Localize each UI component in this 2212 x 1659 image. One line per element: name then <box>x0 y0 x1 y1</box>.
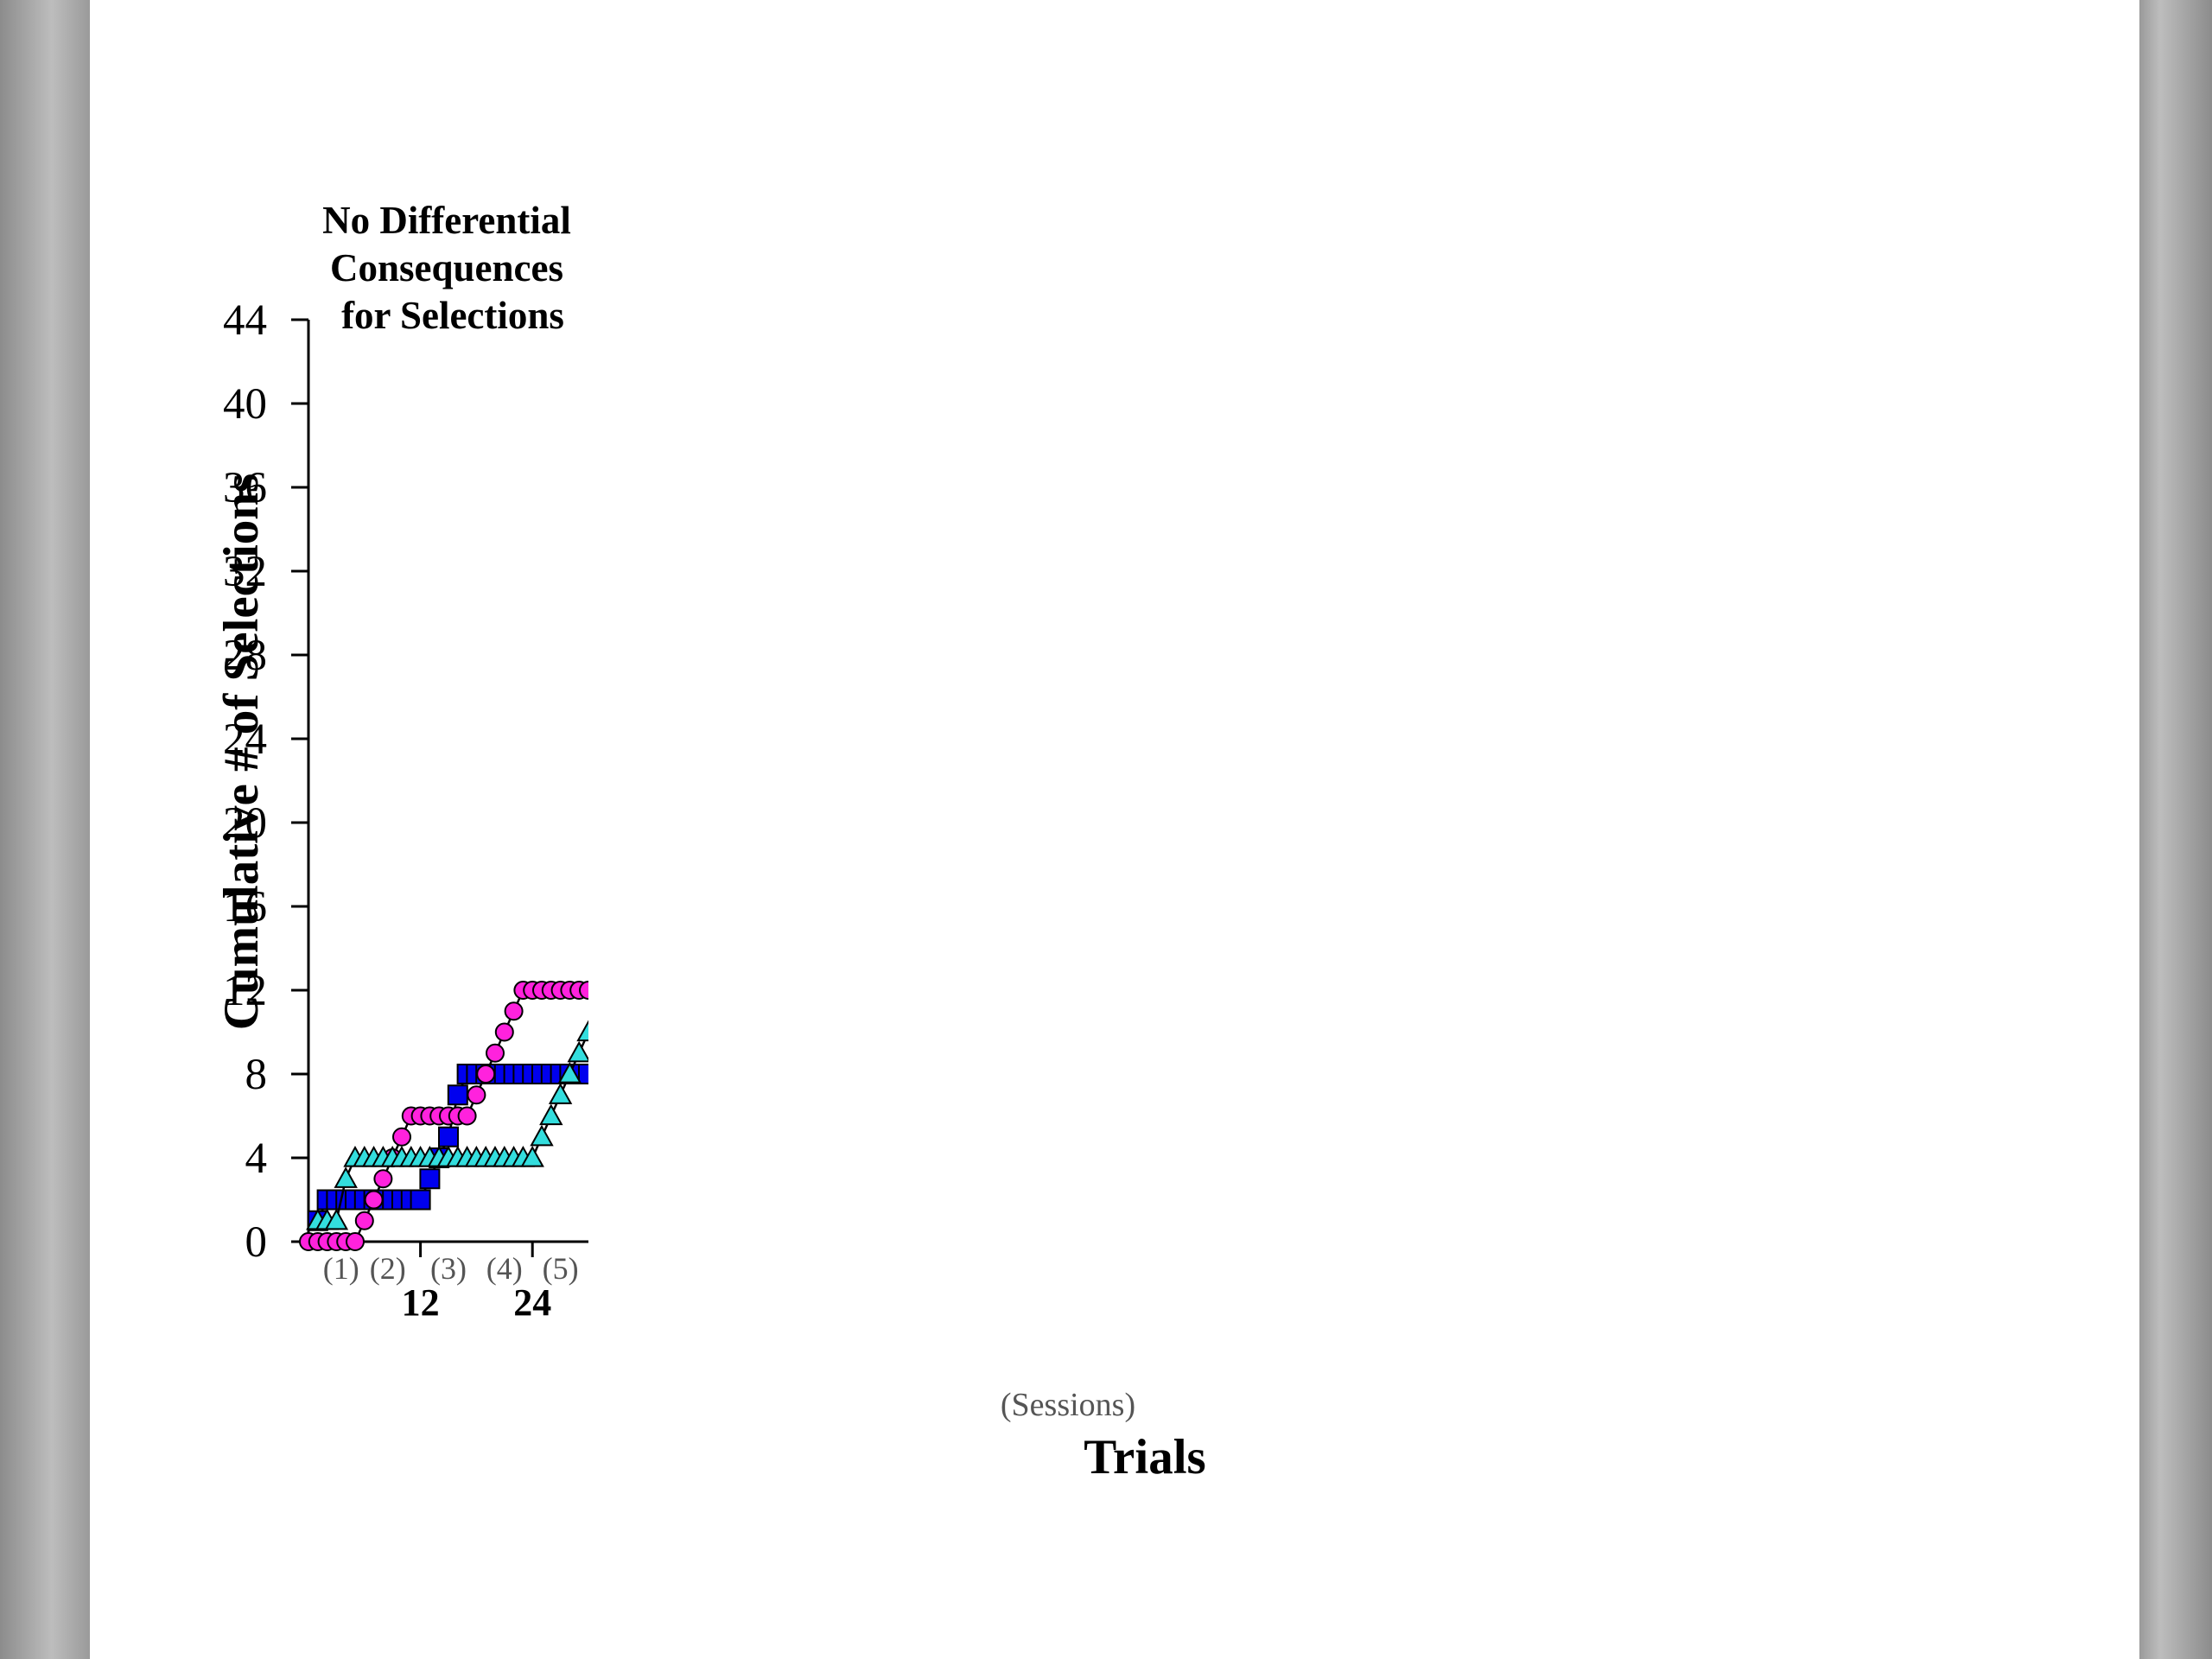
y-tick-label-4: 4 <box>245 1135 268 1183</box>
y-tick-label-36: 36 <box>223 464 267 512</box>
chart-title-line-3: for Selections <box>341 294 564 337</box>
point-triangle <box>576 1020 588 1042</box>
point-triangle <box>530 1124 554 1147</box>
x-tick-label-24: 24 <box>513 1281 551 1324</box>
y-axis-label: Cumulative # of Selections <box>214 474 269 1030</box>
point-circle <box>486 1043 505 1063</box>
point-triangle <box>324 1208 349 1230</box>
point-triangle <box>557 1061 582 1084</box>
session-label-3: (3) <box>430 1251 467 1286</box>
point-square <box>419 1168 441 1190</box>
series-triangle <box>306 1020 588 1230</box>
y-tick-label-44: 44 <box>223 296 267 345</box>
session-label-4: (4) <box>486 1251 523 1286</box>
point-circle <box>392 1127 411 1147</box>
session-label-2: (2) <box>370 1251 406 1286</box>
point-circle <box>354 1211 374 1230</box>
point-circle <box>373 1169 393 1189</box>
point-square <box>438 1126 459 1147</box>
y-tick-label-12: 12 <box>223 967 267 1015</box>
slide: No Differential Consequences for Selecti… <box>90 0 2139 1659</box>
point-circle <box>346 1232 365 1251</box>
point-circle <box>476 1065 496 1084</box>
y-tick-label-32: 32 <box>223 548 267 596</box>
point-circle <box>457 1106 477 1126</box>
point-circle <box>364 1190 384 1210</box>
sessions-caption: (Sessions) <box>1001 1387 1135 1423</box>
point-square <box>447 1084 468 1106</box>
y-tick-label-20: 20 <box>223 799 267 848</box>
x-axis-label: Trials <box>1084 1430 1205 1484</box>
plot-area: 0 4 8 12 16 20 24 28 32 36 40 44 12 24 (1) (2) (3) (4) (5) <box>223 296 588 1324</box>
point-triangle <box>548 1083 573 1104</box>
y-tick-label-0: 0 <box>245 1218 268 1267</box>
point-circle <box>504 1001 524 1021</box>
point-triangle <box>334 1166 358 1188</box>
point-triangle <box>567 1040 588 1063</box>
point-circle <box>494 1022 514 1042</box>
session-label-5: (5) <box>543 1251 579 1286</box>
point-square <box>410 1189 431 1211</box>
y-tick-label-16: 16 <box>223 883 267 931</box>
point-triangle <box>520 1145 544 1167</box>
y-tick-label-40: 40 <box>223 380 267 429</box>
x-tick-label-12: 12 <box>402 1281 440 1324</box>
y-tick-label-28: 28 <box>223 632 267 680</box>
y-tick-label-8: 8 <box>245 1051 268 1099</box>
point-square <box>578 1064 588 1084</box>
series-square <box>307 1064 588 1231</box>
point-circle <box>467 1085 486 1105</box>
chart-title-line-1: No Differential <box>322 199 571 242</box>
session-label-1: (1) <box>323 1251 359 1286</box>
y-tick-label-24: 24 <box>223 715 267 764</box>
cumulative-selections-chart: No Differential Consequences for Selecti… <box>214 199 1206 1484</box>
point-triangle <box>539 1103 563 1126</box>
chart-title: No Differential Consequences for Selecti… <box>322 199 571 337</box>
chart-title-line-2: Consequences <box>330 246 563 289</box>
point-circle <box>579 981 588 1000</box>
